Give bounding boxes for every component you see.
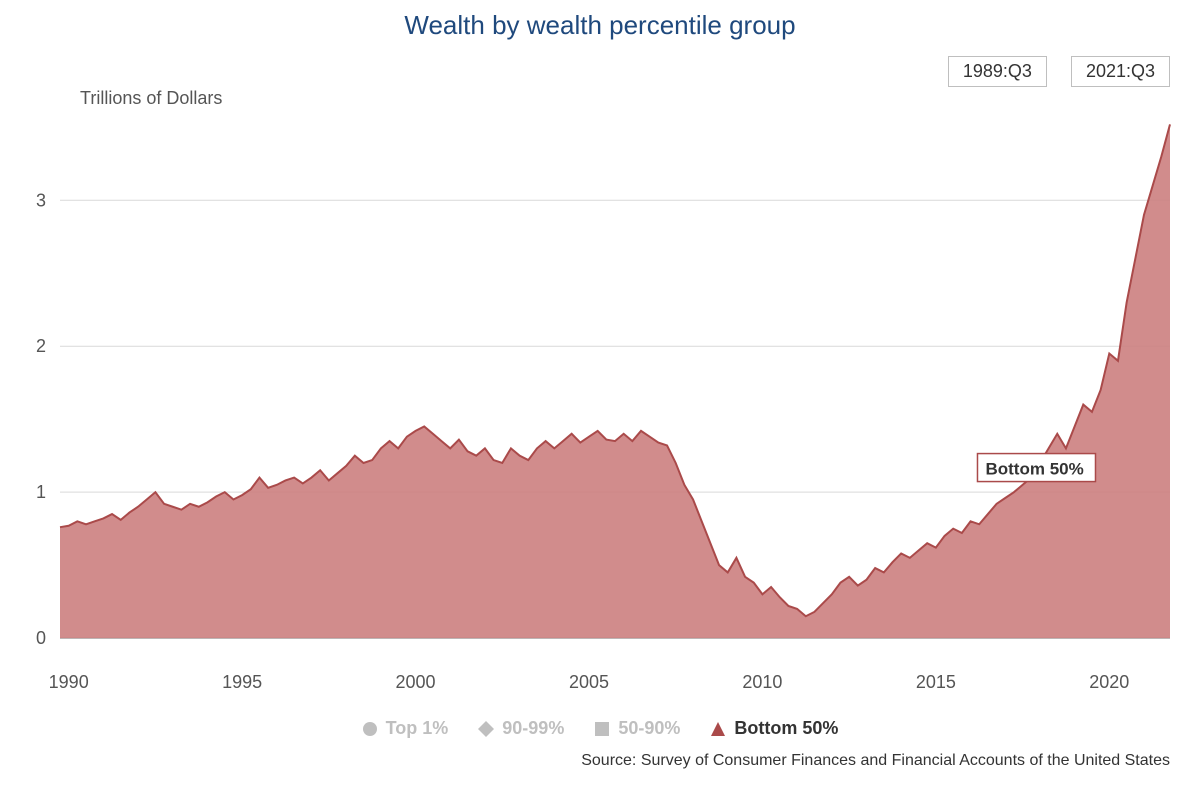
source-text: Source: Survey of Consumer Finances and … [581, 752, 1170, 770]
svg-text:3: 3 [36, 190, 46, 210]
plot-area: 01231990199520002005201020152020Bottom 5… [60, 120, 1170, 660]
y-axis-label: Trillions of Dollars [80, 88, 222, 109]
triangle-icon [710, 721, 726, 737]
series-area [60, 124, 1170, 638]
chart-container: Wealth by wealth percentile group Trilli… [0, 0, 1200, 800]
diamond-icon [478, 721, 494, 737]
legend-item-top-1-[interactable]: Top 1% [362, 718, 449, 739]
legend-label: Bottom 50% [734, 718, 838, 739]
svg-text:0: 0 [36, 628, 46, 648]
plot-svg: 01231990199520002005201020152020Bottom 5… [60, 120, 1170, 660]
chart-title: Wealth by wealth percentile group [0, 10, 1200, 41]
svg-text:2005: 2005 [569, 672, 609, 692]
range-end-box[interactable]: 2021:Q3 [1071, 56, 1170, 87]
svg-text:1990: 1990 [49, 672, 89, 692]
range-start-box[interactable]: 1989:Q3 [948, 56, 1047, 87]
legend-item-bottom-50-[interactable]: Bottom 50% [710, 718, 838, 739]
svg-text:2020: 2020 [1089, 672, 1129, 692]
svg-text:1995: 1995 [222, 672, 262, 692]
svg-text:2000: 2000 [396, 672, 436, 692]
legend-label: 90-99% [502, 718, 564, 739]
legend-item-50-90-[interactable]: 50-90% [594, 718, 680, 739]
legend-label: Top 1% [386, 718, 449, 739]
legend: Top 1% 90-99% 50-90% Bottom 50% [0, 718, 1200, 739]
date-range: 1989:Q3 2021:Q3 [948, 56, 1170, 87]
series-callout-label: Bottom 50% [985, 460, 1083, 479]
svg-text:2010: 2010 [742, 672, 782, 692]
svg-text:2015: 2015 [916, 672, 956, 692]
svg-text:2: 2 [36, 336, 46, 356]
square-icon [594, 721, 610, 737]
legend-item-90-99-[interactable]: 90-99% [478, 718, 564, 739]
circle-icon [362, 721, 378, 737]
svg-text:1: 1 [36, 482, 46, 502]
legend-label: 50-90% [618, 718, 680, 739]
